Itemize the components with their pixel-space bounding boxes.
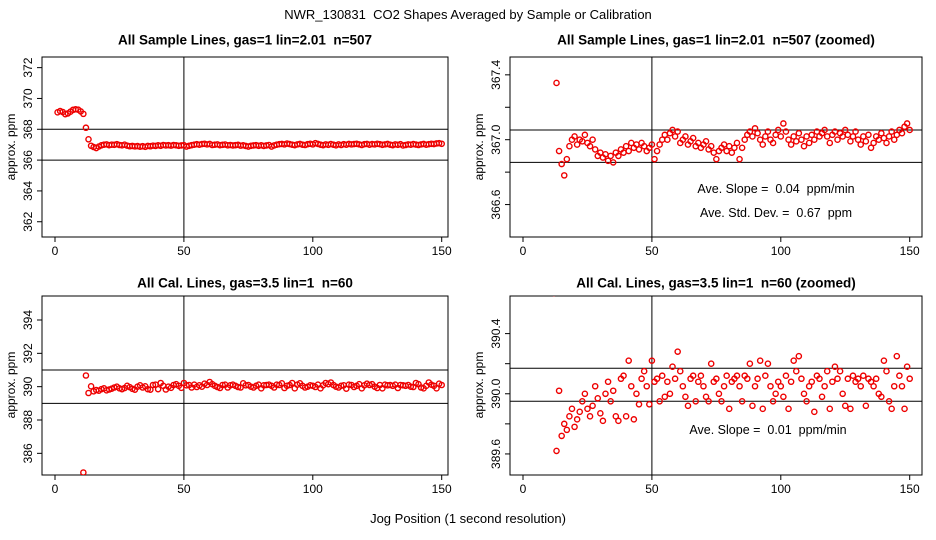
- annotation-cal-slope: Ave. Slope = 0.01 ppm/min: [689, 423, 847, 437]
- svg-text:100: 100: [303, 482, 323, 496]
- y-axis-label-cal-zoomed: approx. ppm: [472, 351, 486, 419]
- svg-text:150: 150: [900, 244, 920, 258]
- y-axis-label-sample-full: approx. ppm: [4, 113, 18, 181]
- svg-text:150: 150: [900, 482, 920, 496]
- svg-text:366: 366: [21, 150, 35, 170]
- annotation-sample-stddev: Ave. Std. Dev. = 0.67 ppm: [699, 206, 853, 220]
- panel-cal-full: 386 388 390 392 394 0 50 100 150: [21, 295, 452, 496]
- svg-text:368: 368: [21, 119, 35, 139]
- y-axis-label-cal-full: approx. ppm: [4, 351, 18, 419]
- svg-text:50: 50: [177, 244, 191, 258]
- svg-text:362: 362: [21, 211, 35, 231]
- svg-text:392: 392: [21, 343, 35, 363]
- panel-sample-full: 362 364 366 368 370 372 0 50 100 150: [21, 56, 452, 258]
- data-points-cal-full: [80, 372, 446, 475]
- svg-text:150: 150: [432, 244, 452, 258]
- svg-text:389.6: 389.6: [489, 439, 503, 469]
- svg-text:50: 50: [645, 482, 659, 496]
- figure-title: NWR_130831 CO2 Shapes Averaged by Sample…: [284, 7, 652, 22]
- y-axis-label-sample-zoomed: approx. ppm: [472, 113, 486, 181]
- panel-title-cal-full: All Cal. Lines, gas=3.5 lin=1 n=60: [137, 275, 353, 291]
- data-points-sample-full: [54, 105, 446, 152]
- data-points-cal-zoomed: [552, 296, 914, 455]
- svg-text:367.4: 367.4: [489, 59, 503, 89]
- svg-text:370: 370: [21, 88, 35, 108]
- svg-text:0: 0: [52, 482, 59, 496]
- svg-text:394: 394: [21, 310, 35, 330]
- svg-text:150: 150: [432, 482, 452, 496]
- svg-text:0: 0: [52, 244, 59, 258]
- svg-text:100: 100: [303, 244, 323, 258]
- svg-text:386: 386: [21, 443, 35, 463]
- svg-text:364: 364: [21, 181, 35, 201]
- panel-title-cal-zoomed: All Cal. Lines, gas=3.5 lin=1 n=60 (zoom…: [576, 275, 856, 291]
- svg-text:388: 388: [21, 410, 35, 430]
- annotation-sample-slope: Ave. Slope = 0.04 ppm/min: [697, 182, 855, 196]
- svg-text:100: 100: [771, 482, 791, 496]
- svg-text:50: 50: [645, 244, 659, 258]
- svg-text:50: 50: [177, 482, 191, 496]
- data-points-sample-zoomed: [553, 79, 914, 179]
- panel-title-sample-full: All Sample Lines, gas=1 lin=2.01 n=507: [117, 32, 373, 48]
- svg-text:0: 0: [520, 482, 527, 496]
- panel-cal-zoomed: 390.4 390.0 389.6 0 50 100 150: [489, 295, 923, 496]
- svg-text:367.0: 367.0: [489, 124, 503, 154]
- svg-text:366.6: 366.6: [489, 189, 503, 219]
- svg-text:390: 390: [21, 376, 35, 396]
- svg-text:390.4: 390.4: [489, 318, 503, 348]
- svg-text:390.0: 390.0: [489, 378, 503, 408]
- svg-text:100: 100: [771, 244, 791, 258]
- panel-title-sample-zoomed: All Sample Lines, gas=1 lin=2.01 n=507 (…: [557, 32, 875, 48]
- svg-text:0: 0: [520, 244, 527, 258]
- panel-sample-zoomed: 367.4 367.0 366.6 0 50 100 150: [489, 56, 923, 258]
- svg-text:372: 372: [21, 57, 35, 77]
- x-axis-label: Jog Position (1 second resolution): [370, 511, 566, 526]
